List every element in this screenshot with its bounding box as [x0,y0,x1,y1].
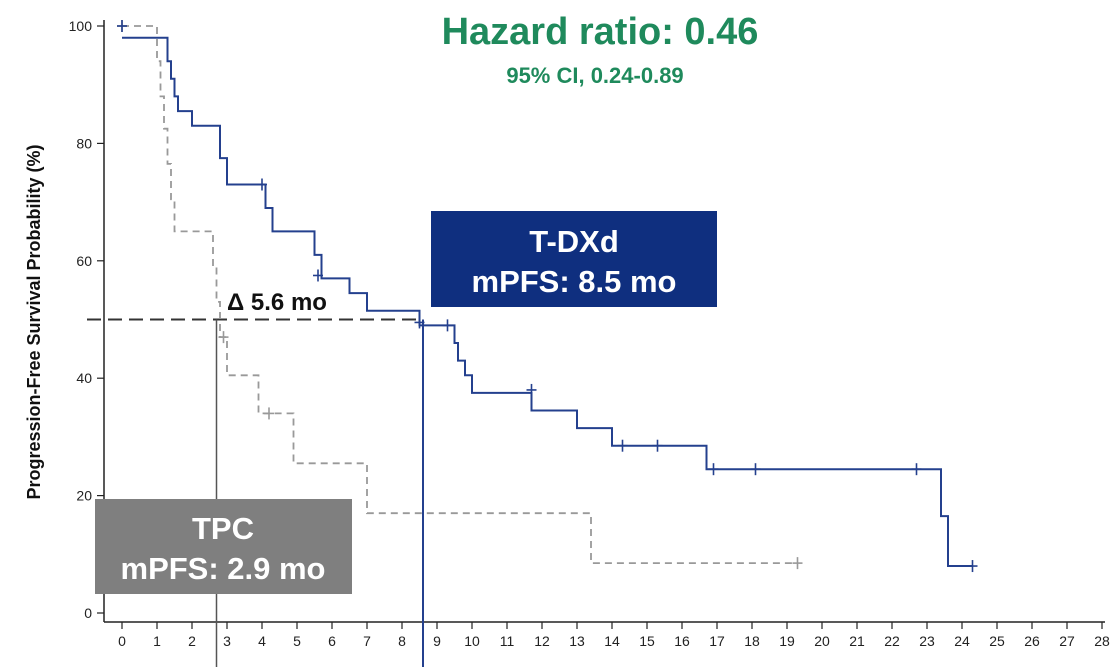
median-difference-label: Δ 5.6 mo [227,289,327,316]
y-tick-label: 60 [76,253,92,269]
x-tick-label: 23 [919,633,935,649]
tpc-box-median: mPFS: 2.9 mo [121,551,326,586]
x-tick-label: 24 [954,633,970,649]
tdxd-box-label: T-DXd [529,224,619,259]
tdxd-median-box [431,211,717,307]
x-tick-label: 28 [1094,633,1110,649]
x-tick-label: 5 [293,633,301,649]
y-tick-label: 20 [76,488,92,504]
x-tick-label: 25 [989,633,1005,649]
x-tick-label: 22 [884,633,900,649]
tpc-box-label: TPC [192,511,254,546]
x-tick-label: 7 [363,633,371,649]
x-tick-label: 2 [188,633,196,649]
x-tick-label: 27 [1059,633,1075,649]
tpc-survival-curve [122,25,798,564]
x-tick-label: 18 [744,633,760,649]
y-tick-label: 40 [76,370,92,386]
x-tick-label: 1 [153,633,161,649]
x-tick-label: 6 [328,633,336,649]
x-tick-label: 19 [779,633,795,649]
y-axis-ticks: 0 20 40 60 80 100 [69,18,104,621]
y-tick-label: 100 [69,18,93,34]
x-tick-label: 15 [639,633,655,649]
x-tick-label: 8 [398,633,406,649]
hazard-ratio-title: Hazard ratio: 0.46 [442,11,759,53]
x-tick-label: 9 [433,633,441,649]
y-tick-label: 80 [76,135,92,151]
x-tick-label: 21 [849,633,865,649]
x-tick-label: 17 [709,633,725,649]
y-axis-label: Progression-Free Survival Probability (%… [24,144,44,499]
x-tick-label: 20 [814,633,830,649]
x-tick-label: 4 [258,633,266,649]
x-tick-label: 11 [500,633,515,649]
tdxd-box-median: mPFS: 8.5 mo [472,264,677,299]
tpc-median-box [95,499,352,594]
x-tick-label: 14 [604,633,620,649]
x-tick-label: 3 [223,633,231,649]
y-tick-label: 0 [84,605,92,621]
x-tick-label: 16 [674,633,690,649]
confidence-interval-subtitle: 95% CI, 0.24-0.89 [506,63,683,88]
tdxd-survival-curve [122,36,973,567]
x-axis-ticks: 0 1 2 3 4 5 6 7 8 9 10 11 12 13 14 15 16 17 18 19 20 21 22 23 24… [118,622,1110,649]
x-tick-label: 26 [1024,633,1040,649]
plot-layer [87,20,978,667]
x-tick-label: 10 [464,633,480,649]
x-tick-label: 12 [534,633,550,649]
x-tick-label: 13 [569,633,585,649]
x-tick-label: 0 [118,633,126,649]
